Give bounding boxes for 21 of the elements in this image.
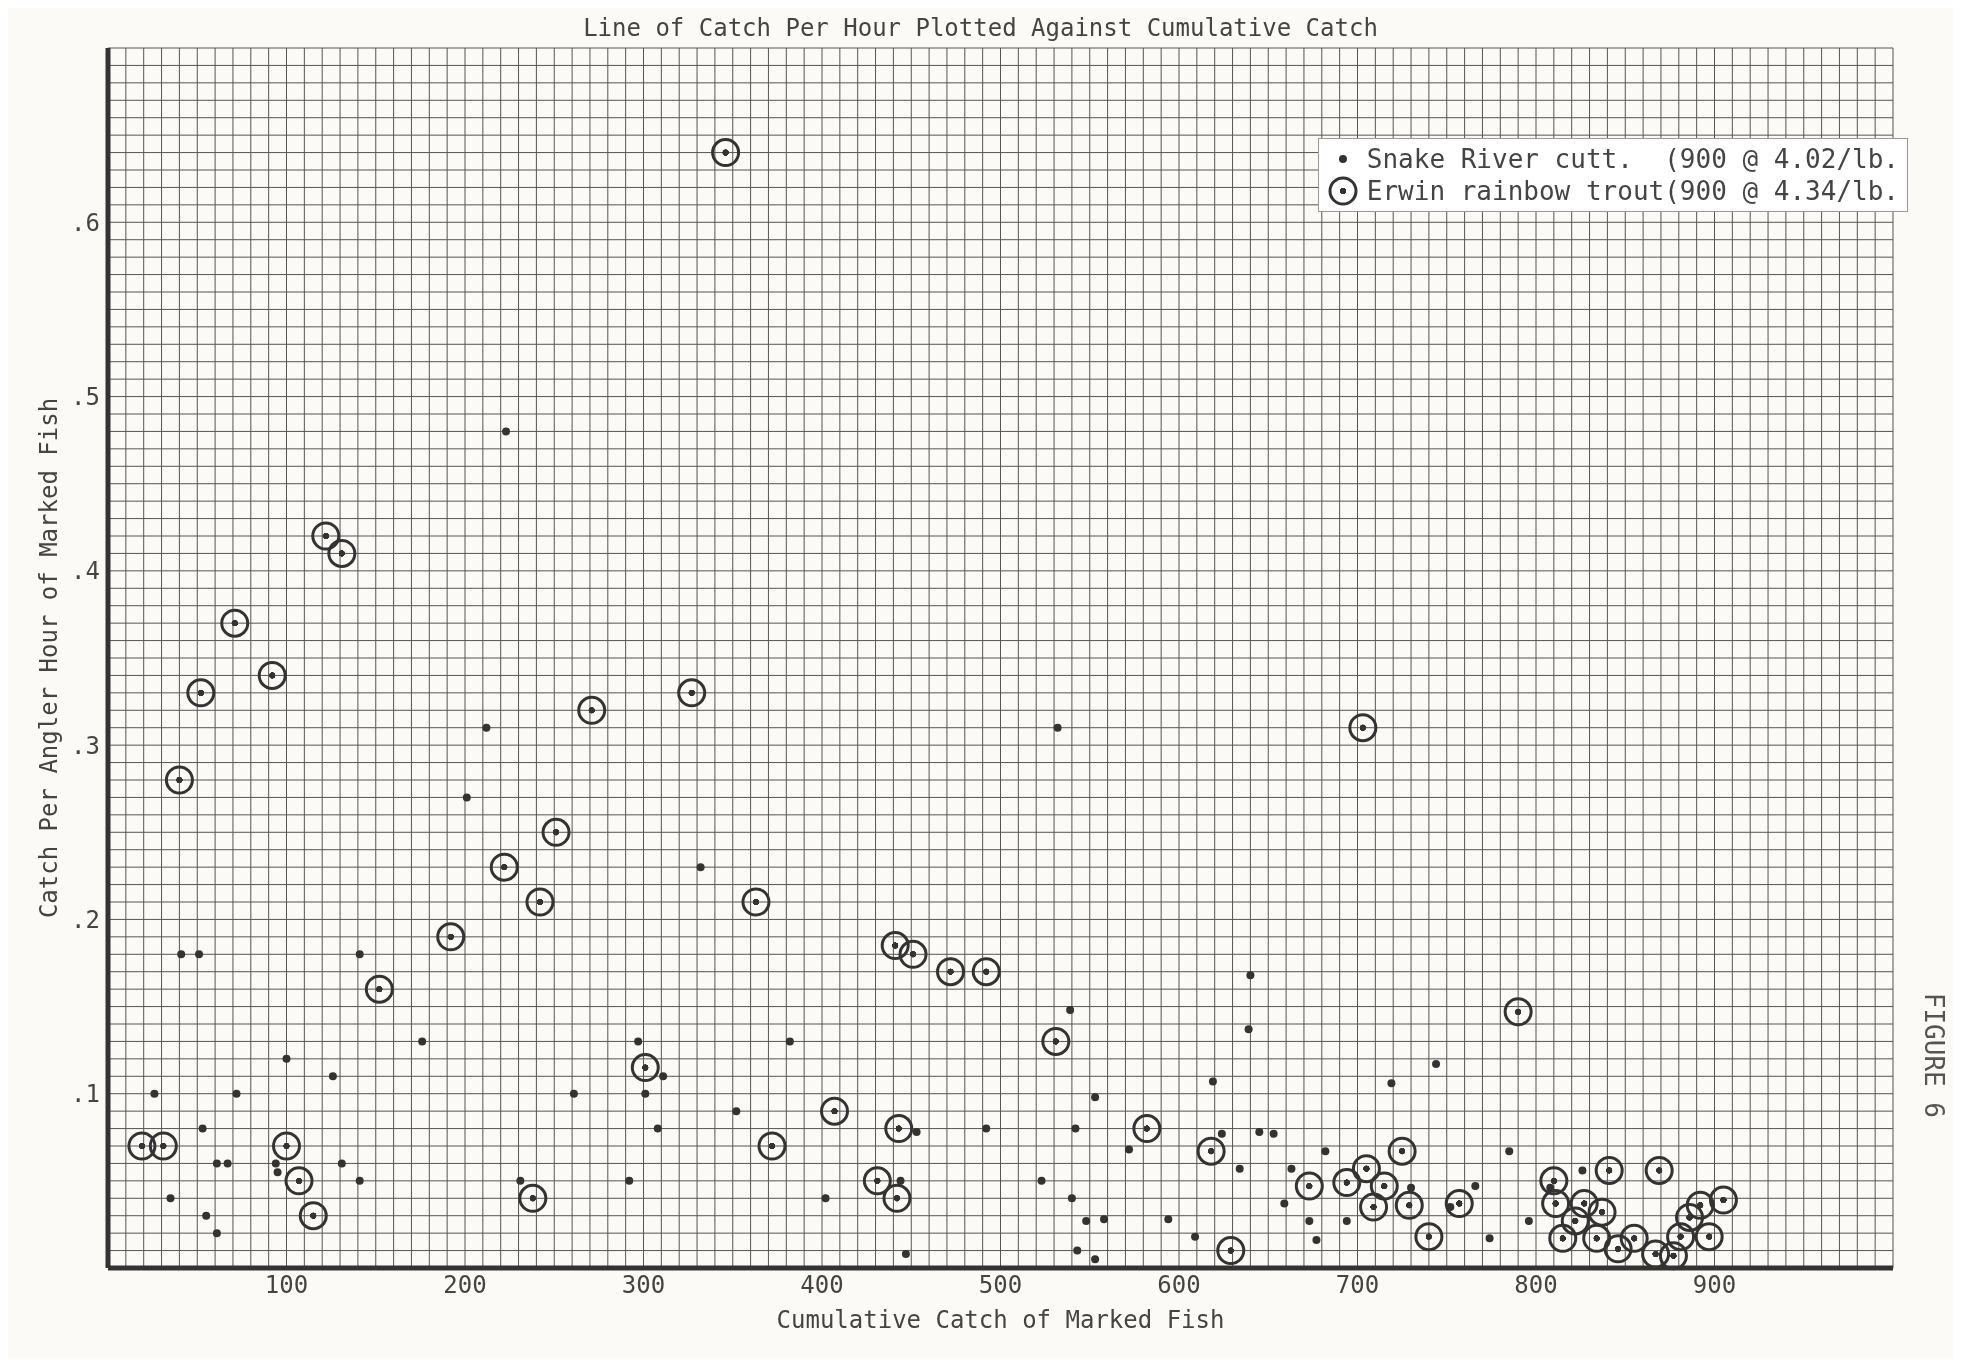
- y-axis-title: Catch Per Angler Hour of Marked Fish: [34, 397, 63, 919]
- y-tick-label: .2: [71, 905, 100, 934]
- x-tick-label: 400: [800, 1271, 844, 1300]
- x-tick-label: 600: [1157, 1271, 1201, 1300]
- x-tick-label: 900: [1692, 1271, 1737, 1300]
- x-axis-title: Cumulative Catch of Marked Fish: [776, 1306, 1225, 1334]
- y-tick-label: .6: [71, 208, 100, 237]
- legend-label: Erwin rainbow trout(900 @ 4.34/lb.: [1366, 176, 1899, 206]
- y-tick-label: .5: [71, 383, 100, 412]
- x-tick-label: 500: [978, 1271, 1023, 1300]
- y-tick-label: .1: [71, 1080, 100, 1109]
- x-tick-label: 300: [621, 1271, 666, 1300]
- chart-title: Line of Catch Per Hour Plotted Against Cumulative Catch: [582, 14, 1379, 42]
- x-tick-label: 800: [1514, 1271, 1558, 1300]
- figure-caption: FIGURE 6: [1919, 992, 1949, 1118]
- x-tick-label: 100: [264, 1271, 309, 1300]
- legend-label: Snake River cutt. (900 @ 4.02/lb.: [1366, 144, 1899, 174]
- x-tick-label: 700: [1335, 1271, 1380, 1300]
- y-tick-label: .3: [71, 731, 100, 760]
- x-tick-label: 200: [443, 1271, 487, 1300]
- y-tick-label: .4: [71, 557, 100, 586]
